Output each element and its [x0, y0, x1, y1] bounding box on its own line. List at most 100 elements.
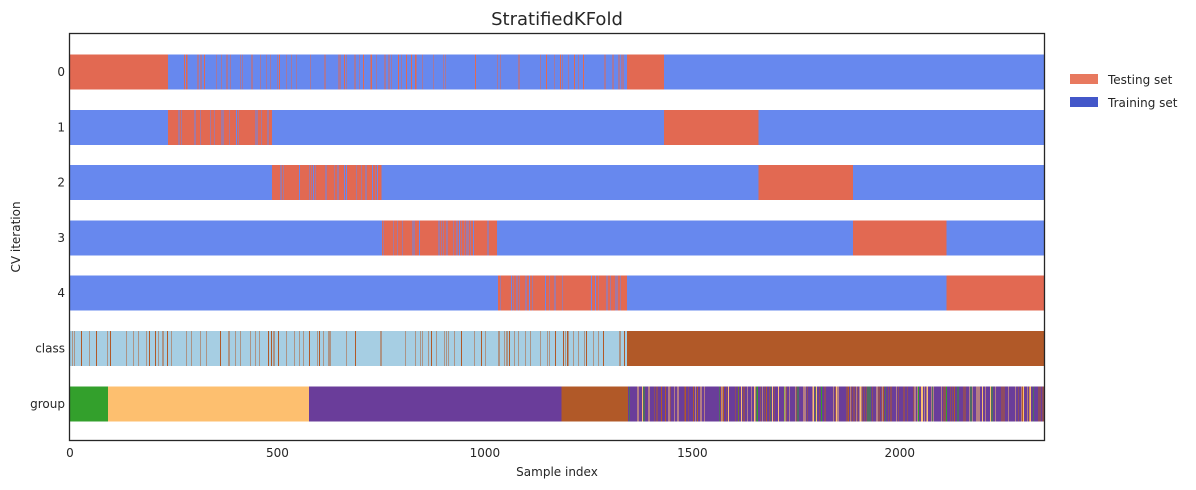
- train-stripe: [194, 109, 196, 145]
- class-1-stripe: [167, 331, 168, 366]
- legend-swatch: [1070, 97, 1098, 107]
- group-stripe: [917, 386, 919, 422]
- class-1-stripe: [454, 331, 456, 366]
- train-segment: [70, 54, 1045, 90]
- test-stripe: [354, 54, 356, 90]
- class-1-stripe: [431, 331, 432, 366]
- class-1-stripe: [447, 331, 449, 366]
- test-stripe: [226, 54, 228, 90]
- class-1-stripe: [586, 331, 587, 366]
- class-1-stripe: [73, 331, 75, 366]
- test-segment: [852, 220, 947, 256]
- train-stripe: [497, 220, 498, 256]
- group-stripe: [924, 386, 925, 422]
- group-stripe: [950, 386, 952, 422]
- class-1-stripe: [583, 331, 585, 366]
- class-1-stripe: [81, 331, 82, 366]
- group-stripe: [1027, 386, 1028, 422]
- test-stripe: [518, 54, 519, 90]
- x-tick-label: 1500: [677, 446, 708, 460]
- group-2-segment: [308, 386, 562, 422]
- test-stripe: [391, 54, 392, 90]
- class-1-stripe: [461, 331, 462, 366]
- test-stripe: [433, 54, 435, 90]
- class-1-stripe: [481, 331, 482, 366]
- train-stripe: [210, 109, 211, 145]
- test-stripe: [358, 54, 360, 90]
- train-stripe: [261, 109, 262, 145]
- group-stripe: [648, 386, 650, 422]
- group-stripe: [660, 386, 662, 422]
- test-stripe: [204, 54, 205, 90]
- class-1-stripe: [443, 331, 445, 366]
- y-tick-label: 4: [57, 286, 65, 300]
- group-stripe: [804, 386, 806, 422]
- group-stripe: [778, 386, 780, 422]
- group-stripe: [757, 386, 758, 422]
- chart-title: StratifiedKFold: [491, 9, 623, 30]
- test-stripe: [415, 54, 416, 90]
- train-stripe: [235, 109, 237, 145]
- train-stripe: [256, 109, 258, 145]
- class-1-stripe: [346, 331, 348, 366]
- group-stripe: [836, 386, 837, 422]
- group-stripe: [985, 386, 987, 422]
- group-stripe: [770, 386, 771, 422]
- group-stripe: [864, 386, 866, 422]
- group-0-segment: [70, 386, 109, 422]
- x-tick-label: 1000: [470, 446, 501, 460]
- group-stripe: [1020, 386, 1022, 422]
- test-stripe: [442, 54, 444, 90]
- train-stripe: [606, 275, 608, 311]
- bar-layer: [70, 54, 1046, 422]
- group-stripe: [868, 386, 870, 422]
- class-1-stripe: [107, 331, 109, 366]
- train-stripe: [519, 275, 520, 311]
- train-stripe: [418, 220, 420, 256]
- class-1-stripe: [572, 331, 574, 366]
- test-stripe: [612, 54, 614, 90]
- group-stripe: [887, 386, 889, 422]
- legend-swatch: [1070, 74, 1098, 84]
- group-stripe: [1001, 386, 1003, 422]
- group-stripe: [656, 386, 658, 422]
- test-stripe: [296, 54, 298, 90]
- test-segment: [167, 109, 273, 145]
- group-stripe: [700, 386, 702, 422]
- test-stripe: [519, 54, 521, 90]
- class-1-stripe: [446, 331, 447, 366]
- train-stripe: [381, 165, 383, 201]
- group-stripe: [762, 386, 764, 422]
- train-stripe: [610, 275, 611, 311]
- y-tick-label: 2: [57, 176, 65, 190]
- class-1-stripe: [186, 331, 188, 366]
- test-segment: [626, 54, 665, 90]
- train-stripe: [459, 220, 461, 256]
- train-stripe: [375, 165, 376, 201]
- class-1-stripe: [191, 331, 192, 366]
- group-stripe: [795, 386, 797, 422]
- group-stripe: [795, 386, 797, 422]
- train-stripe: [382, 220, 384, 256]
- train-stripe: [334, 165, 336, 201]
- group-stripe: [788, 386, 790, 422]
- class-1-stripe: [317, 331, 319, 366]
- test-stripe: [343, 54, 345, 90]
- test-stripe: [269, 54, 271, 90]
- group-stripe: [784, 386, 786, 422]
- class-1-stripe: [506, 331, 508, 366]
- group-stripe: [860, 386, 861, 422]
- train-stripe: [456, 220, 458, 256]
- group-stripe: [977, 386, 978, 422]
- train-stripe: [361, 165, 362, 201]
- class-0-segment: [70, 331, 627, 366]
- class-1-stripe: [619, 331, 621, 366]
- group-stripe: [1008, 386, 1009, 422]
- group-stripe: [978, 386, 980, 422]
- class-1-stripe: [220, 331, 221, 366]
- test-stripe: [266, 54, 267, 90]
- train-stripe: [365, 165, 367, 201]
- test-stripe: [397, 54, 399, 90]
- group-stripe: [832, 386, 834, 422]
- train-stripe: [280, 165, 282, 201]
